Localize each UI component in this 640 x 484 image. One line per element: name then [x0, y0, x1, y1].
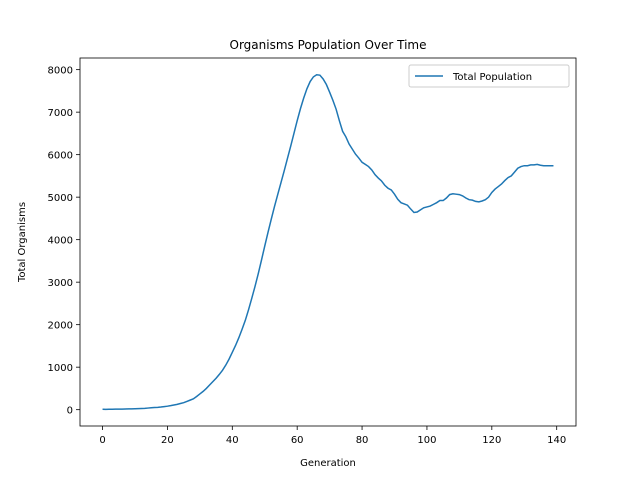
- x-tick-label: 100: [417, 435, 436, 446]
- x-tick-label: 20: [161, 435, 174, 446]
- y-tick-label: 5000: [48, 193, 73, 204]
- x-tick-label: 80: [356, 435, 369, 446]
- x-tick-label: 0: [99, 435, 105, 446]
- x-tick-label: 140: [547, 435, 566, 446]
- y-tick-label: 8000: [48, 66, 73, 77]
- data-line: [102, 73, 554, 411]
- y-axis-label: Total Organisms: [17, 202, 28, 283]
- legend: Total Population: [408, 64, 570, 88]
- chart-title: Organisms Population Over Time: [230, 38, 427, 52]
- y-tick-label: 6000: [48, 151, 73, 162]
- x-tick-label: 60: [291, 435, 304, 446]
- y-tick-label: 1000: [48, 363, 73, 374]
- y-tick-label: 7000: [48, 108, 73, 119]
- x-tick-label: 120: [482, 435, 501, 446]
- y-tick-label: 4000: [48, 236, 73, 247]
- x-axis-label: Generation: [300, 458, 356, 469]
- y-tick-label: 0: [67, 406, 73, 417]
- legend-frame: [408, 64, 570, 88]
- legend-label: Total Population: [452, 72, 532, 83]
- x-tick-label: 40: [226, 435, 239, 446]
- y-tick-label: 2000: [48, 321, 73, 332]
- y-tick-label: 3000: [48, 278, 73, 289]
- plot-frame: [79, 57, 577, 427]
